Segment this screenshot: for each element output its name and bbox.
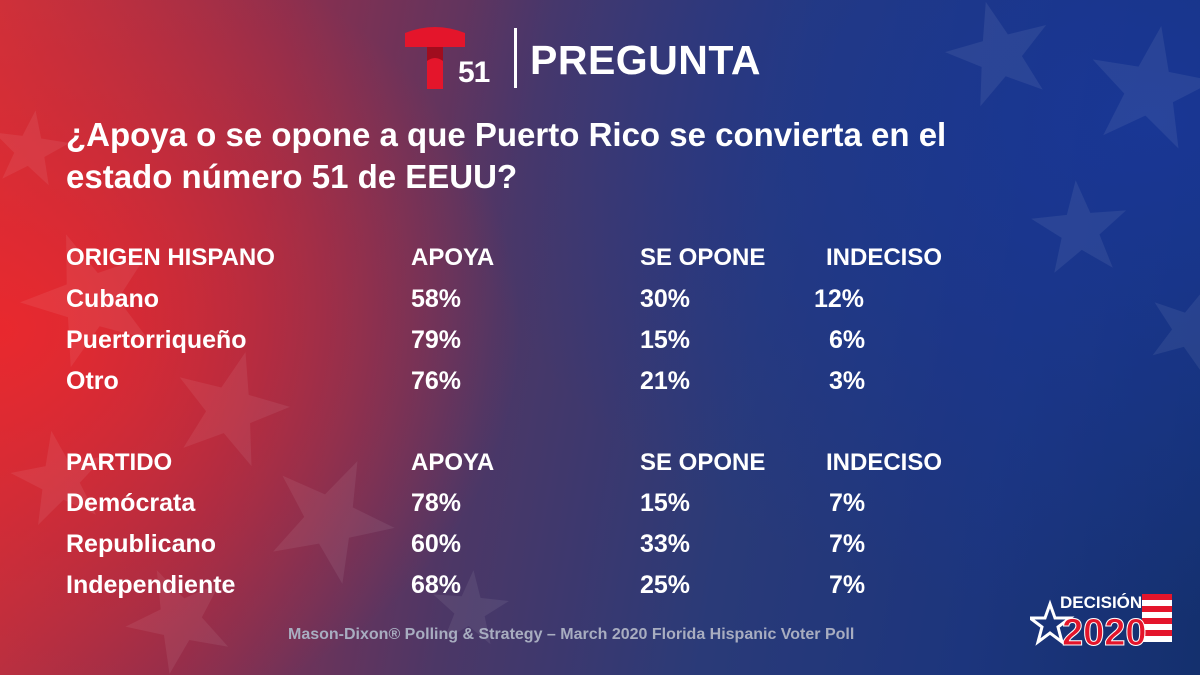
poll-question: ¿Apoya o se opone a que Puerto Rico se c… <box>66 116 947 195</box>
table-header-row: PARTIDO APOYA SE OPONE INDECISO <box>0 449 1200 485</box>
telemundo-logo-icon <box>405 27 465 89</box>
cell-indeciso: 6% <box>829 326 866 354</box>
cell-apoya: 76% <box>411 367 462 395</box>
cell-indeciso: 7% <box>829 489 866 517</box>
cell-apoya: 78% <box>411 489 462 517</box>
table-row: Puertorriqueño 79% 15% 6% <box>0 326 1200 362</box>
column-header-se-opone: SE OPONE <box>640 449 766 476</box>
column-header-indeciso: INDECISO <box>826 244 943 271</box>
flag-stripes-icon <box>1142 594 1172 642</box>
cell-indeciso: 7% <box>829 530 866 558</box>
column-header-indeciso: INDECISO <box>826 449 943 476</box>
section-header: ORIGEN HISPANO <box>66 244 275 271</box>
table-header-row: ORIGEN HISPANO APOYA SE OPONE INDECISO <box>0 244 1200 280</box>
cell-se-opone: 15% <box>640 326 691 354</box>
cell-se-opone: 30% <box>640 285 691 313</box>
badge-line2: 2020 <box>1062 612 1147 650</box>
badge-line1: DECISIÓN <box>1060 593 1142 612</box>
table-row: Cubano 58% 30% 12% <box>0 285 1200 321</box>
row-label: Otro <box>66 367 119 395</box>
row-label: Independiente <box>66 571 236 599</box>
star-icon <box>1030 599 1075 646</box>
column-header-se-opone: SE OPONE <box>640 244 766 271</box>
row-label: Demócrata <box>66 489 196 517</box>
cell-se-opone: 21% <box>640 367 691 395</box>
row-label: Puertorriqueño <box>66 326 247 354</box>
cell-indeciso: 12% <box>814 285 865 313</box>
row-label: Cubano <box>66 285 160 313</box>
table-row: Otro 76% 21% 3% <box>0 367 1200 403</box>
row-label: Republicano <box>66 530 217 558</box>
table-row: Demócrata 78% 15% 7% <box>0 489 1200 525</box>
cell-indeciso: 3% <box>829 367 866 395</box>
table-row: Independiente 68% 25% 7% <box>0 571 1200 607</box>
cell-se-opone: 33% <box>640 530 691 558</box>
logo-divider <box>514 28 517 88</box>
cell-apoya: 58% <box>411 285 462 313</box>
cell-apoya: 60% <box>411 530 462 558</box>
cell-apoya: 79% <box>411 326 462 354</box>
column-header-apoya: APOYA <box>411 244 495 271</box>
section-header: PARTIDO <box>66 449 173 476</box>
source-note: Mason-Dixon® Polling & Strategy – March … <box>288 626 855 643</box>
decision-2020-badge: DECISIÓN 2020 <box>1030 593 1172 650</box>
cell-se-opone: 15% <box>640 489 691 517</box>
logo-number: 51 <box>458 56 490 89</box>
column-header-apoya: APOYA <box>411 449 495 476</box>
cell-apoya: 68% <box>411 571 462 599</box>
table-row: Republicano 60% 33% 7% <box>0 530 1200 566</box>
cell-se-opone: 25% <box>640 571 691 599</box>
cell-indeciso: 7% <box>829 571 866 599</box>
brand-title: PREGUNTA <box>530 37 762 83</box>
